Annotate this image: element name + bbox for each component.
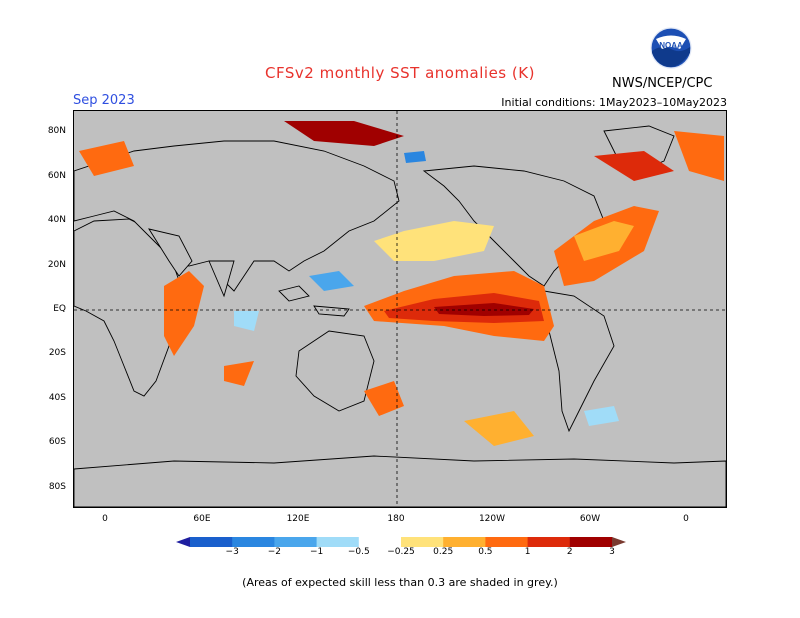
colorbar-label: −3 bbox=[225, 547, 239, 557]
colorbar-min-arrow bbox=[176, 537, 190, 547]
colorbar-segment bbox=[527, 537, 571, 547]
forecast-month: Sep 2023 bbox=[73, 93, 135, 108]
lon-label: 120W bbox=[478, 514, 506, 524]
agency-label: NWS/NCEP/CPC bbox=[612, 76, 713, 91]
colorbar-segment bbox=[358, 537, 402, 547]
colorbar-label: −2 bbox=[267, 547, 282, 557]
initial-conditions: Initial conditions: 1May2023–10May2023 bbox=[501, 96, 727, 109]
colorbar-segment bbox=[485, 537, 529, 547]
lat-label: EQ bbox=[53, 304, 66, 314]
colorbar-segment bbox=[401, 537, 444, 547]
colorbar-segment bbox=[232, 537, 275, 547]
cool-anomalies bbox=[234, 151, 619, 426]
lon-label: 60W bbox=[579, 514, 601, 524]
colorbar-max-arrow bbox=[612, 537, 626, 547]
lon-label: 120E bbox=[286, 514, 310, 524]
lon-label: 0 bbox=[683, 514, 689, 524]
lat-label: 60S bbox=[48, 437, 66, 447]
lon-label: 180 bbox=[387, 514, 405, 524]
lat-label: 60N bbox=[47, 171, 66, 181]
colorbar-label: 1 bbox=[524, 547, 531, 557]
lat-label: 40N bbox=[47, 215, 66, 225]
svg-text:NOAA: NOAA bbox=[659, 41, 683, 50]
sst-anomaly-map bbox=[73, 110, 727, 508]
colorbar-label: 0.25 bbox=[433, 547, 454, 557]
colorbar-label: −0.5 bbox=[347, 547, 370, 557]
noaa-logo: NOAA bbox=[650, 27, 692, 69]
colorbar-label: 3 bbox=[609, 547, 615, 557]
colorbar-label: −0.25 bbox=[387, 547, 415, 557]
colorbar-label: 2 bbox=[566, 547, 573, 557]
continents bbox=[73, 125, 727, 508]
lon-label: 0 bbox=[102, 514, 108, 524]
colorbar-segment bbox=[316, 537, 360, 547]
colorbar-segment bbox=[274, 537, 318, 547]
lat-label: 80S bbox=[48, 482, 66, 492]
warm-anomalies bbox=[79, 121, 724, 446]
colorbar bbox=[176, 534, 626, 560]
footnote: (Areas of expected skill less than 0.3 a… bbox=[242, 576, 558, 589]
lat-label: 20N bbox=[47, 260, 66, 270]
lon-label: 60E bbox=[193, 514, 211, 524]
colorbar-segment bbox=[190, 537, 233, 547]
colorbar-label: −1 bbox=[309, 547, 324, 557]
lat-label: 40S bbox=[48, 393, 66, 403]
lat-label: 80N bbox=[47, 126, 66, 136]
lat-label: 20S bbox=[48, 348, 66, 358]
map-title: CFSv2 monthly SST anomalies (K) bbox=[265, 64, 535, 82]
colorbar-segment bbox=[569, 537, 613, 547]
colorbar-label: 0.5 bbox=[478, 547, 493, 557]
colorbar-segment bbox=[443, 537, 486, 547]
